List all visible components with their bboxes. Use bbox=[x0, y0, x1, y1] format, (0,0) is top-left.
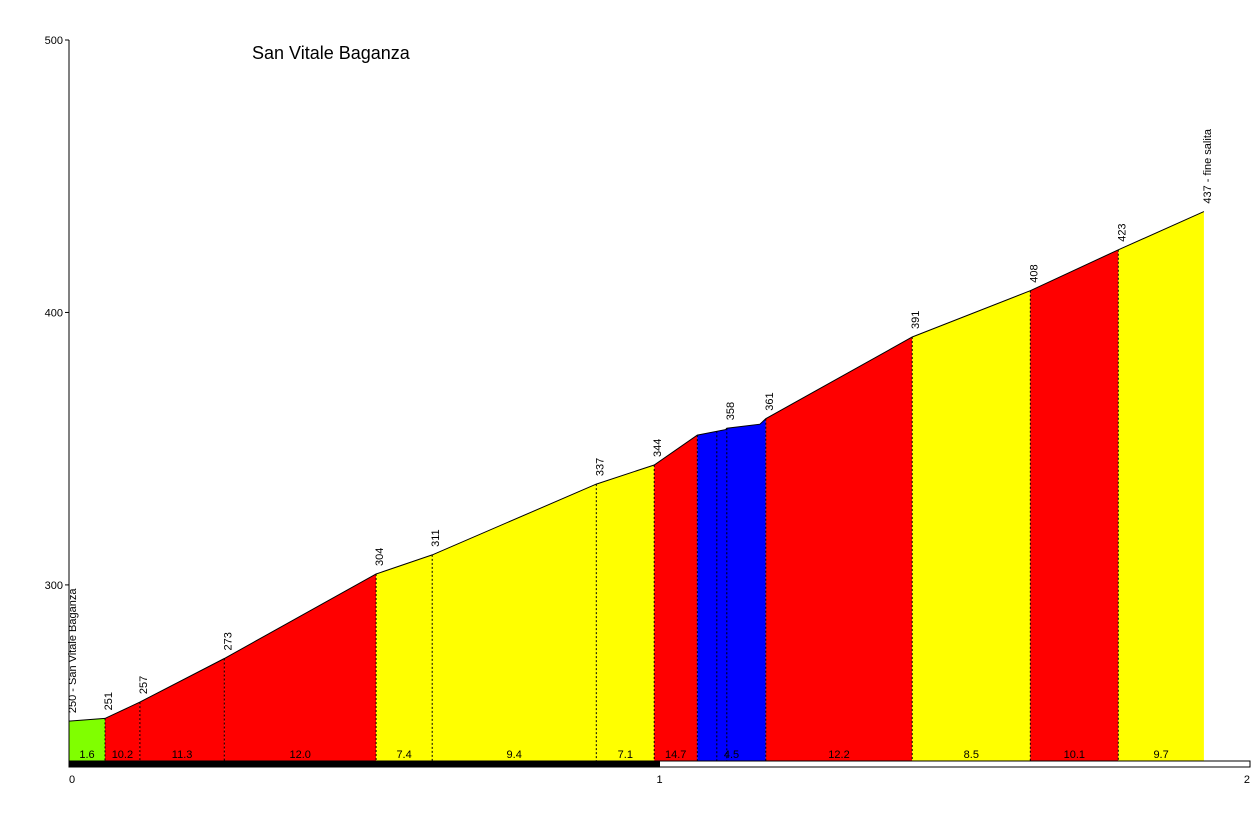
profile-line-group bbox=[68, 211, 1205, 722]
segment-3 bbox=[224, 574, 377, 762]
segment-6 bbox=[596, 465, 655, 762]
grade-label-9: 12.2 bbox=[828, 749, 849, 761]
elevation-label-8: 358 bbox=[725, 402, 737, 420]
y-tick-label-0: 300 bbox=[45, 580, 63, 592]
segment-12 bbox=[1118, 211, 1204, 763]
segment-9 bbox=[765, 337, 913, 762]
gradient-segments bbox=[69, 211, 1204, 763]
elevation-label-10: 391 bbox=[910, 311, 922, 329]
elevation-label-0: 250 - San Vitale Baganza bbox=[67, 588, 79, 713]
segment-5 bbox=[432, 484, 597, 762]
grade-label-4: 7.4 bbox=[396, 749, 411, 761]
grade-label-2: 11.3 bbox=[172, 749, 193, 761]
profile-line bbox=[68, 211, 1205, 722]
segment-2 bbox=[139, 658, 225, 762]
x-tick-label-1: 1 bbox=[656, 774, 662, 786]
elevation-label-9: 361 bbox=[764, 392, 776, 410]
grade-label-11: 10.1 bbox=[1064, 749, 1085, 761]
segment-1 bbox=[105, 702, 140, 762]
grade-label-6: 7.1 bbox=[618, 749, 633, 761]
grade-label-1: 10.2 bbox=[112, 749, 133, 761]
x-tick-label-0: 0 bbox=[69, 774, 75, 786]
scale-bar-0 bbox=[68, 760, 660, 768]
elevation-label-11: 408 bbox=[1028, 264, 1040, 282]
grade-label-5: 9.4 bbox=[507, 749, 522, 761]
elevation-label-13: 437 - fine salita bbox=[1202, 128, 1214, 203]
elevation-label-1: 251 bbox=[103, 692, 115, 710]
elevation-label-7: 344 bbox=[652, 439, 664, 457]
elevation-label-2: 257 bbox=[138, 676, 150, 694]
segment-4 bbox=[376, 554, 433, 762]
elevation-label-12: 423 bbox=[1116, 223, 1128, 241]
grade-label-3: 12.0 bbox=[289, 749, 310, 761]
axes: 300 400 500 0 1 2 bbox=[45, 35, 1250, 786]
segment-0 bbox=[69, 718, 105, 762]
distance-scale-bar bbox=[68, 760, 1251, 768]
segment-10 bbox=[912, 290, 1031, 762]
elevation-label-5: 311 bbox=[430, 529, 442, 547]
segment-11 bbox=[1030, 249, 1119, 763]
scale-bar-1 bbox=[659, 760, 1251, 768]
elevation-label-4: 304 bbox=[374, 548, 386, 566]
segment-dividers bbox=[104, 249, 1119, 762]
segment-7 bbox=[654, 435, 698, 762]
grade-label-0: 1.6 bbox=[79, 749, 94, 761]
grade-label-8: 4.5 bbox=[724, 749, 739, 761]
segment-8 bbox=[697, 418, 766, 762]
grade-label-7: 14.7 bbox=[665, 749, 686, 761]
elevation-labels: 250 - San Vitale Baganza 251 257 273 304 311 3… bbox=[67, 128, 1214, 713]
y-tick-label-1: 400 bbox=[45, 307, 63, 319]
grade-label-12: 9.7 bbox=[1153, 749, 1168, 761]
elevation-label-3: 273 bbox=[222, 632, 234, 650]
y-tick-label-2: 500 bbox=[45, 35, 63, 47]
elevation-label-6: 337 bbox=[594, 458, 606, 476]
grade-labels: 1.6 10.2 11.3 12.0 7.4 9.4 7.1 14.7 4.5 12.2 8.5 10… bbox=[79, 749, 1168, 761]
x-tick-label-2: 2 bbox=[1244, 774, 1250, 786]
chart-title: San Vitale Baganza bbox=[252, 43, 411, 63]
grade-label-10: 8.5 bbox=[964, 749, 979, 761]
